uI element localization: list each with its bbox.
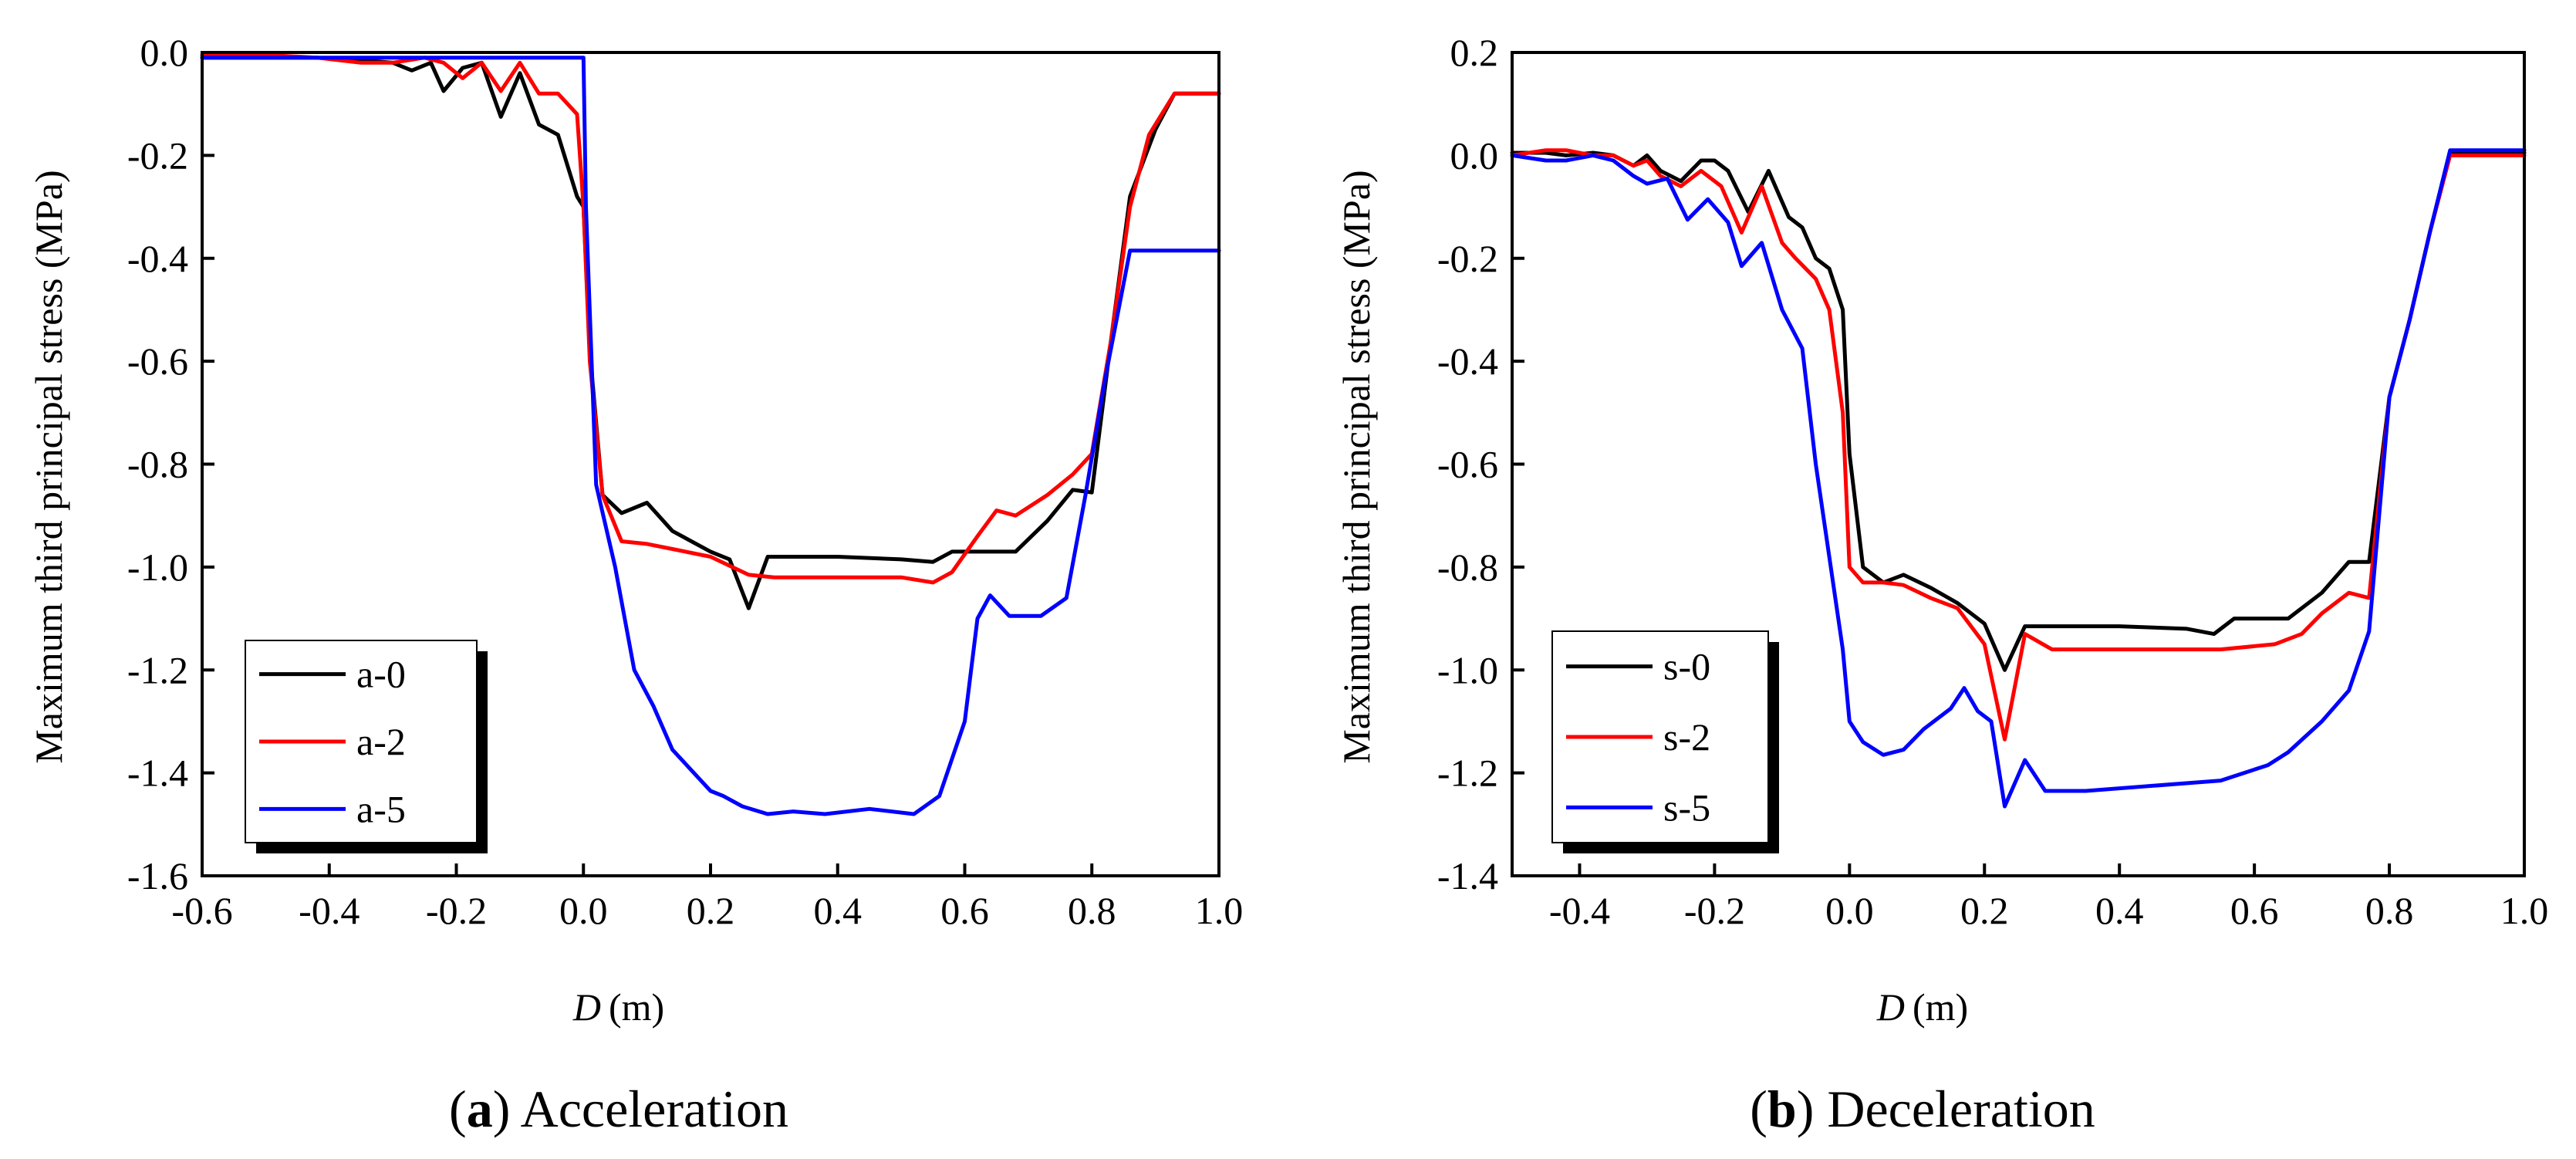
chart-deceleration: Maximum third principal stress (MPa) 0.2… xyxy=(1335,31,2548,1138)
x-ticks: -0.4 -0.2 0.0 0.2 0.4 0.6 0.8 1.0 xyxy=(1549,863,2548,932)
y-ticks: 0.0 -0.2 -0.4 -0.6 -0.8 -1.0 -1.2 -1.4 -1.6 xyxy=(127,31,214,897)
y-tick-label: -0.8 xyxy=(1437,546,1498,589)
legend-label-s-2: s-2 xyxy=(1663,715,1710,759)
legend-label-a-2: a-2 xyxy=(356,720,406,763)
panel-letter: b xyxy=(1767,1080,1797,1138)
series-lines xyxy=(200,52,1221,816)
legend-label-s-0: s-0 xyxy=(1663,645,1710,688)
legend-label-s-5: s-5 xyxy=(1663,786,1710,829)
series-lines xyxy=(1510,148,2527,809)
plot-frame xyxy=(201,51,1220,877)
x-axis-title: D (m) xyxy=(1876,985,1968,1029)
x-tick-label: 0.8 xyxy=(1068,889,1116,932)
legend: a-0 a-2 a-5 xyxy=(245,640,488,853)
y-tick-label: -1.6 xyxy=(127,854,188,897)
x-tick-label: -0.2 xyxy=(426,889,487,932)
x-axis-unit: (m) xyxy=(609,985,664,1029)
x-tick-label: 0.6 xyxy=(2230,889,2279,932)
legend-label-a-0: a-0 xyxy=(356,653,406,696)
y-tick-label: -0.4 xyxy=(127,237,188,280)
x-tick-label: 0.0 xyxy=(1825,889,1874,932)
x-tick-label: 0.2 xyxy=(1960,889,2009,932)
legend: s-0 s-2 s-5 xyxy=(1551,630,1779,853)
series-line-a-2 xyxy=(200,52,1221,585)
x-axis-symbol: D xyxy=(1876,985,1905,1029)
caption-text: Deceleration xyxy=(1827,1080,2095,1138)
panel-caption: (b) Deceleration xyxy=(1750,1080,2095,1138)
y-tick-label: -0.8 xyxy=(127,443,188,486)
y-tick-label: -1.0 xyxy=(1437,648,1498,691)
y-axis-title: Maximum third principal stress (MPa) xyxy=(1335,170,1378,763)
y-tick-label: -0.6 xyxy=(127,340,188,383)
y-tick-label: -1.4 xyxy=(127,752,188,795)
legend-label-a-5: a-5 xyxy=(356,787,406,830)
y-tick-label: 0.0 xyxy=(140,31,189,74)
x-tick-label: 0.6 xyxy=(940,889,989,932)
y-tick-label: -1.2 xyxy=(127,648,188,691)
y-tick-label: -1.0 xyxy=(127,546,188,589)
panel-letter: a xyxy=(467,1080,493,1138)
y-tick-label: -0.2 xyxy=(127,133,188,177)
series-line-s-2 xyxy=(1510,148,2527,742)
series-line-a-0 xyxy=(200,56,1221,610)
x-axis-unit: (m) xyxy=(1913,985,1968,1029)
x-tick-label: 0.2 xyxy=(687,889,735,932)
y-tick-label: -1.4 xyxy=(1437,854,1498,897)
x-tick-label: 0.8 xyxy=(2365,889,2414,932)
x-tick-label: -0.4 xyxy=(1549,889,1610,932)
y-axis-title: Maximum third principal stress (MPa) xyxy=(27,170,70,763)
x-axis-symbol: D xyxy=(572,985,601,1029)
chart-acceleration: Maximum third principal stress (MPa) 0.0… xyxy=(27,31,1243,1138)
y-ticks: 0.2 0.0 -0.2 -0.4 -0.6 -0.8 -1.0 -1.2 -1.4 xyxy=(1437,31,1524,897)
y-tick-label: -0.2 xyxy=(1437,237,1498,280)
x-tick-label: -0.2 xyxy=(1684,889,1745,932)
plot-frame xyxy=(1511,51,2526,877)
y-tick-label: -0.4 xyxy=(1437,340,1498,383)
y-tick-label: -1.2 xyxy=(1437,752,1498,795)
x-tick-label: -0.6 xyxy=(171,889,232,932)
caption-text: Acceleration xyxy=(521,1080,788,1138)
x-tick-label: 0.4 xyxy=(2095,889,2144,932)
x-tick-label: 0.0 xyxy=(559,889,608,932)
x-axis-title: D (m) xyxy=(572,985,664,1029)
y-tick-label: 0.0 xyxy=(1450,133,1499,177)
x-tick-label: 0.4 xyxy=(814,889,863,932)
x-tick-label: 1.0 xyxy=(1195,889,1244,932)
x-tick-label: 1.0 xyxy=(2500,889,2549,932)
series-line-a-5 xyxy=(200,56,1221,816)
y-tick-label: -0.6 xyxy=(1437,443,1498,486)
series-line-s-5 xyxy=(1510,148,2527,809)
x-ticks: -0.6 -0.4 -0.2 0.0 0.2 0.4 0.6 0.8 1.0 xyxy=(171,863,1243,932)
panel-caption: (a) Acceleration xyxy=(449,1080,788,1138)
x-tick-label: -0.4 xyxy=(299,889,360,932)
y-tick-label: 0.2 xyxy=(1450,31,1499,74)
